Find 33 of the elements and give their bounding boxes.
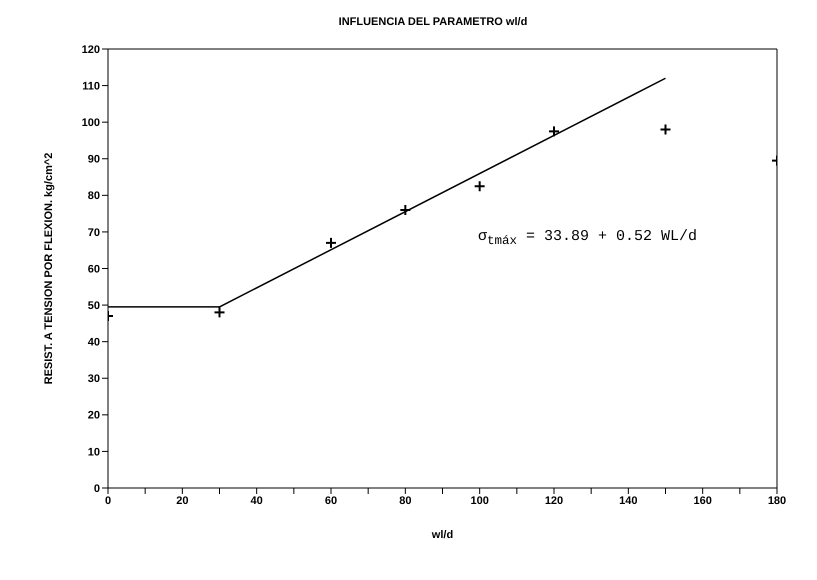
point — [474, 180, 486, 192]
x-axis-title: wl/d — [430, 529, 454, 541]
point — [548, 125, 560, 138]
chart-title: INFLUENCIA DEL PARAMETRO wl/d — [338, 16, 528, 28]
y-axis-title: RESIST. A TENSION POR FLEXION. kg/cm^2 — [42, 152, 55, 384]
x-tick-label: 20 — [176, 494, 188, 507]
y-tick-label: 90 — [88, 154, 100, 166]
y-tick-label: 80 — [88, 190, 100, 202]
y-tick-label: 60 — [88, 263, 100, 276]
x-tick-label: 40 — [250, 494, 263, 507]
y-tick-label: 110 — [82, 80, 100, 92]
x-tick-label: 120 — [544, 494, 564, 507]
y-tick-label: 10 — [88, 446, 100, 458]
y-tick-label: 120 — [82, 44, 100, 56]
y-tick-label: 50 — [88, 300, 100, 312]
annotation: σ$_{tmáx}$ = 33.89 + 0.52 WL/d — [478, 228, 698, 248]
x-tick-label: 100 — [470, 494, 489, 507]
point — [325, 236, 337, 249]
x-tick-label: 80 — [399, 494, 412, 507]
y-tick-label: 20 — [88, 410, 100, 422]
x-tick-label: 0 — [104, 494, 112, 507]
x-tick-label: 180 — [768, 494, 786, 507]
x-tick-label: 140 — [619, 494, 638, 507]
y-tick-label: 100 — [82, 117, 100, 130]
point — [214, 306, 226, 318]
y-tick-label: 30 — [88, 373, 100, 386]
y-tick-label: 0 — [94, 482, 100, 495]
x-tick-label: 160 — [693, 494, 712, 507]
point — [399, 204, 412, 216]
point — [660, 123, 672, 136]
x-tick-label: 60 — [324, 494, 338, 507]
y-tick-label: 70 — [88, 226, 100, 239]
y-tick-label: 40 — [88, 336, 100, 349]
